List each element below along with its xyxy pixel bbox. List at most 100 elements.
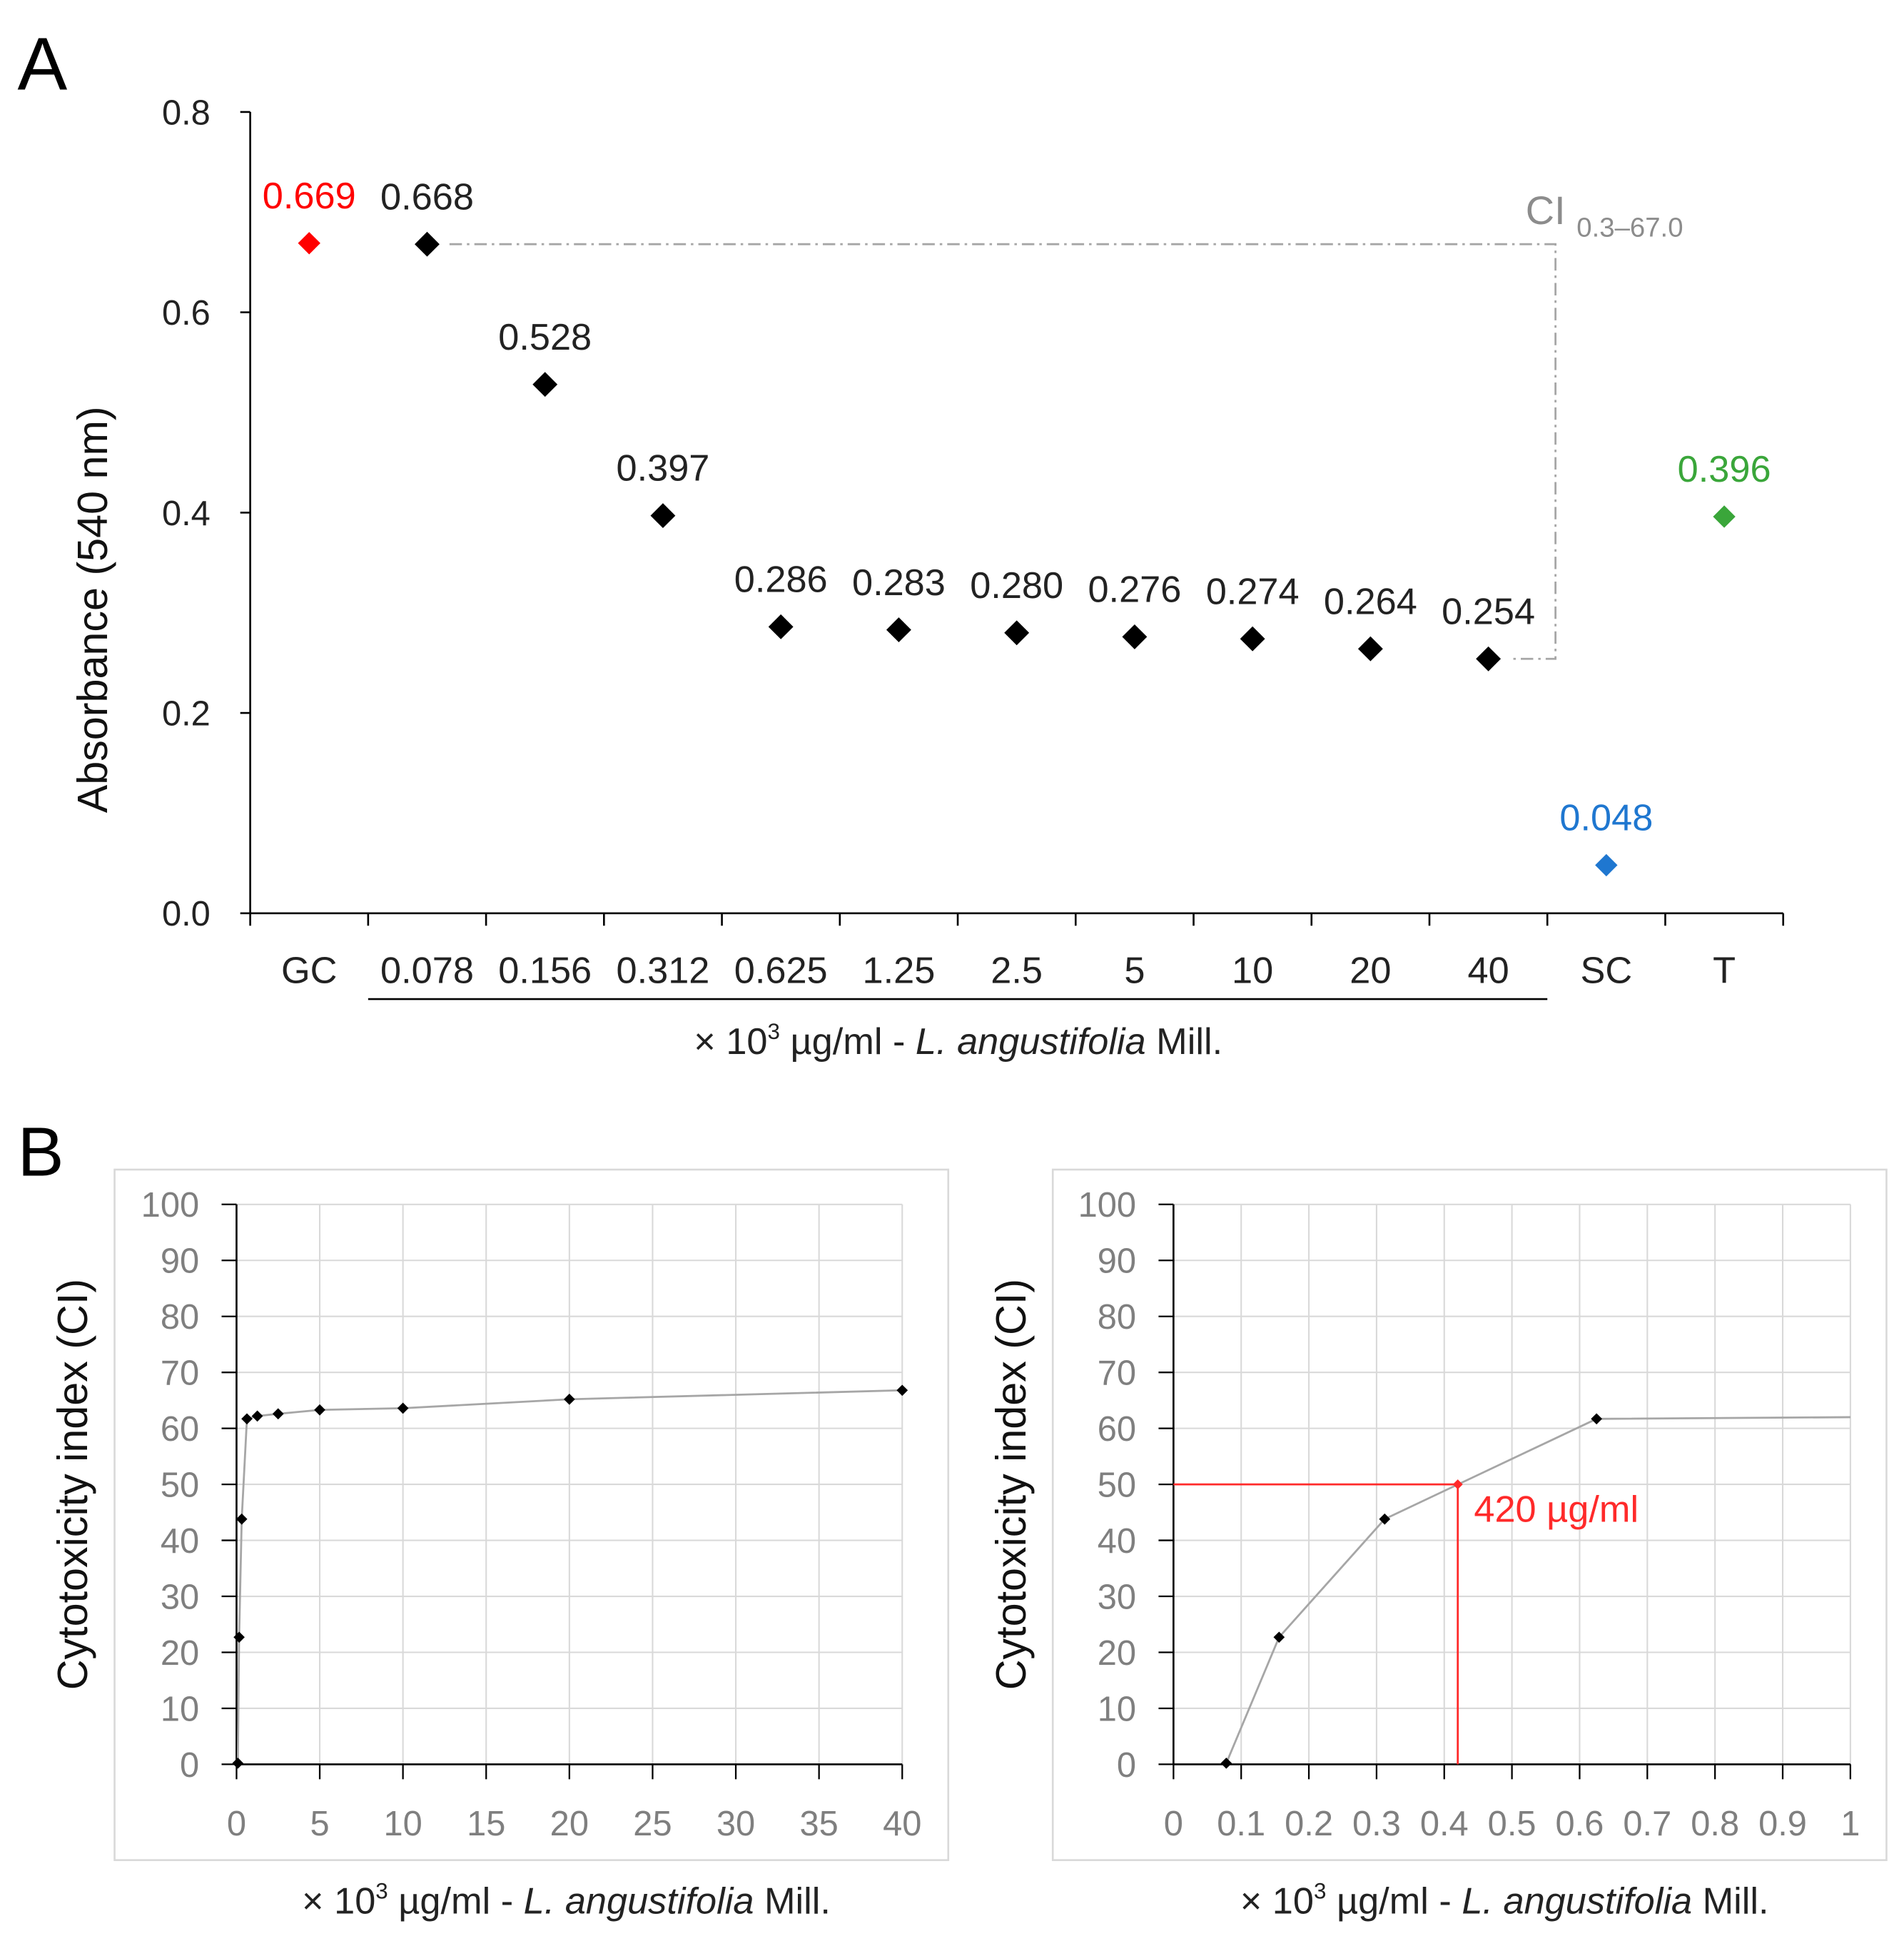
data-point [1240, 626, 1265, 652]
x-tick-label: 40 [883, 1805, 921, 1843]
x-tick-label: 0.1 [1217, 1805, 1265, 1843]
y-tick-label: 0 [180, 1746, 199, 1785]
chart-frame [113, 1168, 950, 1861]
y-tick-label: 80 [161, 1298, 199, 1337]
x-tick-label: SC [1581, 950, 1633, 991]
y-tick-label: 60 [161, 1410, 199, 1449]
data-label: 0.280 [970, 565, 1063, 607]
y-tick-label: 40 [1098, 1522, 1136, 1561]
data-point [241, 1413, 253, 1425]
y-tick-label: 0.4 [162, 495, 211, 533]
series-line [236, 1389, 903, 1763]
data-point [886, 617, 911, 643]
data-point [532, 372, 558, 397]
x-tick-label: 15 [467, 1805, 505, 1843]
y-tick-label: 20 [161, 1634, 199, 1673]
x-tick-label: 5 [310, 1805, 329, 1843]
y-axis-title: Cytotoxicity index (CI) [49, 1279, 96, 1690]
ic50-label: 420 µg/ml [1474, 1489, 1639, 1530]
data-label: 0.048 [1559, 798, 1653, 839]
x-tick-label: 1.25 [863, 950, 936, 991]
x-tick-label: 0 [1164, 1805, 1183, 1843]
ci-bracket [449, 243, 1557, 660]
data-point [1122, 624, 1148, 649]
data-point [650, 503, 676, 529]
y-tick-label: 40 [161, 1522, 199, 1561]
x-tick-label: 0.7 [1623, 1805, 1671, 1843]
data-label: 0.274 [1206, 571, 1300, 612]
x-tick-label: 35 [800, 1805, 839, 1843]
x-axis-title: × 103 µg/ml - L. angustifolia Mill. [302, 1879, 831, 1922]
data-label: 0.669 [263, 176, 356, 217]
y-tick-label: 0.8 [162, 93, 211, 132]
y-tick-label: 10 [161, 1690, 199, 1728]
x-tick-label: 0.9 [1758, 1805, 1807, 1843]
data-point [233, 1631, 245, 1643]
data-point [251, 1410, 263, 1422]
x-tick-label: 0 [227, 1805, 246, 1843]
x-tick-label: 20 [1349, 950, 1391, 991]
data-point [298, 232, 320, 255]
data-point [1379, 1513, 1391, 1525]
y-axis-title: Cytotoxicity index (CI) [987, 1279, 1035, 1690]
data-point [1713, 505, 1736, 528]
x-tick-label: 0.2 [1285, 1805, 1333, 1843]
x-tick-label: 0.4 [1420, 1805, 1469, 1843]
x-tick-label: 30 [716, 1805, 755, 1843]
x-tick-label: 0.3 [1352, 1805, 1401, 1843]
data-point [1004, 620, 1030, 646]
x-tick-label: 2.5 [991, 950, 1043, 991]
y-tick-label: 70 [161, 1354, 199, 1393]
data-point [1591, 1413, 1603, 1425]
data-label: 0.254 [1442, 591, 1535, 632]
data-label: 0.528 [498, 317, 592, 358]
data-label: 0.264 [1324, 581, 1417, 622]
chart-a: 0.0 0.2 0.4 0.6 0.8 GC 0.078 0.156 0.312 0.625 1.2… [69, 93, 1785, 1063]
y-tick-label: 20 [1098, 1634, 1136, 1673]
x-tick-label: 0.8 [1691, 1805, 1739, 1843]
x-tick-label: 40 [1468, 950, 1509, 991]
y-tick-label: 70 [1098, 1354, 1136, 1393]
x-tick-label: 25 [633, 1805, 672, 1843]
y-tick-label: 10 [1098, 1690, 1136, 1728]
x-tick-label: 0.156 [498, 950, 592, 991]
data-label: 0.283 [852, 562, 946, 604]
data-point [314, 1404, 325, 1416]
x-tick-label: 5 [1124, 950, 1145, 991]
data-point [896, 1384, 908, 1397]
y-tick-label: 90 [161, 1242, 199, 1281]
x-tick-label: 0.5 [1488, 1805, 1536, 1843]
data-point [1595, 853, 1618, 877]
x-tick-label: T [1713, 950, 1736, 991]
data-point [1220, 1757, 1232, 1769]
panel-label-b: B [18, 1113, 64, 1191]
data-label: 0.286 [734, 559, 828, 601]
x-tick-label: 0.625 [734, 950, 828, 991]
y-tick-label: 100 [1078, 1186, 1136, 1225]
y-tick-label: 60 [1098, 1410, 1136, 1449]
data-point [236, 1513, 248, 1525]
y-tick-label: 90 [1098, 1242, 1136, 1281]
data-point [397, 1402, 409, 1414]
x-tick-label: 0.6 [1556, 1805, 1604, 1843]
x-tick-label: 0.078 [380, 950, 474, 991]
data-label: 0.668 [380, 176, 474, 218]
data-point [564, 1393, 575, 1405]
data-label: 0.397 [617, 448, 710, 490]
x-tick-label: 10 [1232, 950, 1273, 991]
data-label: 0.396 [1678, 449, 1771, 490]
x-tick-label: 20 [550, 1805, 589, 1843]
data-point [415, 231, 440, 257]
x-tick-label: 0.312 [617, 950, 710, 991]
y-tick-label: 100 [141, 1186, 199, 1225]
data-point [1476, 646, 1502, 672]
y-tick-label: 0 [1117, 1746, 1136, 1785]
panel-label-a: A [18, 23, 68, 106]
y-tick-label: 0.6 [162, 294, 211, 333]
chart-frame [1051, 1168, 1888, 1861]
ci-range-label: 0.3–67.0 [1576, 212, 1683, 243]
y-tick-label: 50 [1098, 1466, 1136, 1505]
y-tick-label: 80 [1098, 1298, 1136, 1337]
x-axis-title: × 103 µg/ml - L. angustifolia Mill. [694, 1019, 1222, 1063]
